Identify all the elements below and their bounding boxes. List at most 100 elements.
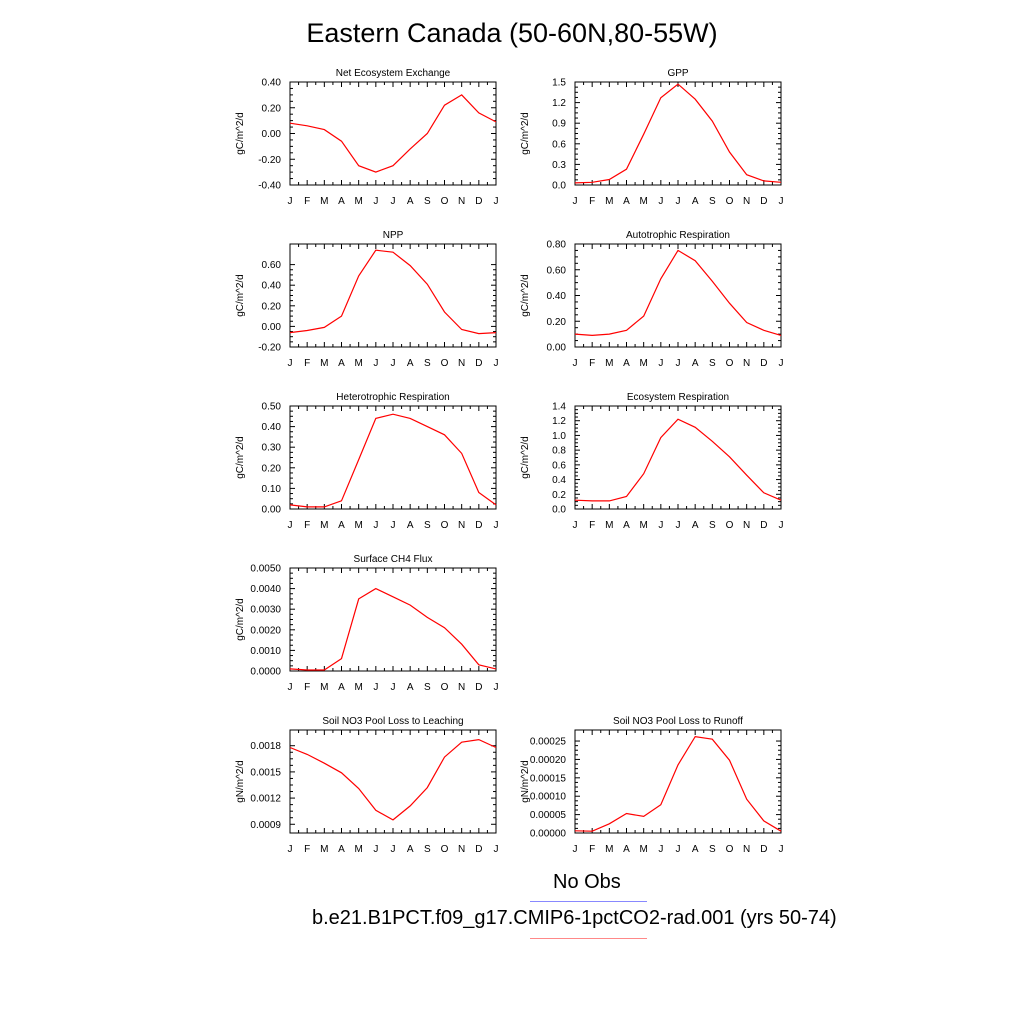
x-tick-label: A	[623, 520, 630, 531]
y-tick-label: 0.40	[262, 78, 282, 89]
y-tick-label: 0.50	[262, 402, 282, 413]
x-tick-label: M	[354, 358, 362, 369]
x-tick-label: M	[354, 520, 362, 531]
x-tick-label: J	[373, 682, 378, 693]
x-tick-label: F	[304, 196, 310, 207]
x-tick-label: S	[424, 844, 431, 855]
x-tick-label: M	[639, 196, 647, 207]
x-tick-label: N	[458, 844, 465, 855]
x-tick-label: S	[709, 520, 716, 531]
x-tick-label: A	[407, 358, 414, 369]
x-tick-label: J	[676, 844, 681, 855]
x-tick-label: M	[320, 196, 328, 207]
x-tick-label: J	[676, 520, 681, 531]
y-tick-label: 0.0015	[250, 767, 281, 778]
y-axis-label: gC/m^2/d	[235, 112, 246, 155]
y-tick-label: 0.00000	[530, 829, 567, 840]
y-axis-label: gC/m^2/d	[520, 436, 531, 479]
x-tick-label: J	[288, 520, 293, 531]
y-tick-label: 1.0	[552, 431, 566, 442]
y-tick-label: 0.2	[552, 490, 566, 501]
x-tick-label: J	[779, 844, 784, 855]
x-tick-label: O	[726, 844, 734, 855]
x-tick-label: O	[441, 844, 449, 855]
legend-line-model	[530, 938, 647, 939]
x-tick-label: J	[573, 520, 578, 531]
x-tick-label: M	[605, 358, 613, 369]
series-line	[574, 249, 782, 337]
x-tick-label: N	[458, 358, 465, 369]
plot-frame	[574, 81, 782, 186]
x-tick-label: J	[494, 682, 499, 693]
x-tick-label: S	[709, 358, 716, 369]
x-tick-label: M	[320, 520, 328, 531]
panel-title: Net Ecosystem Exchange	[336, 68, 451, 79]
panel-title: Soil NO3 Pool Loss to Runoff	[613, 716, 743, 727]
y-tick-label: 0.0	[552, 505, 566, 516]
y-tick-label: 0.0020	[250, 625, 281, 636]
y-tick-label: -0.20	[258, 155, 281, 166]
x-tick-label: F	[589, 844, 595, 855]
x-tick-label: M	[639, 358, 647, 369]
x-tick-label: J	[676, 196, 681, 207]
y-tick-label: 0.0	[552, 181, 566, 192]
series-line	[574, 418, 782, 502]
y-axis-label: gC/m^2/d	[235, 274, 246, 317]
x-tick-label: J	[391, 196, 396, 207]
y-tick-label: 0.00	[262, 129, 282, 140]
x-tick-label: J	[494, 844, 499, 855]
x-tick-label: J	[391, 520, 396, 531]
x-tick-label: O	[441, 682, 449, 693]
x-tick-label: M	[605, 196, 613, 207]
x-tick-label: O	[441, 358, 449, 369]
y-tick-label: 0.4	[552, 475, 566, 486]
x-tick-label: F	[304, 682, 310, 693]
x-tick-label: A	[407, 196, 414, 207]
x-tick-label: J	[288, 358, 293, 369]
y-tick-label: 0.0009	[250, 820, 281, 831]
x-tick-label: J	[573, 196, 578, 207]
y-tick-label: 0.00025	[530, 737, 567, 748]
x-tick-label: M	[320, 682, 328, 693]
x-tick-label: D	[760, 844, 767, 855]
x-tick-label: A	[692, 844, 699, 855]
x-tick-label: O	[726, 358, 734, 369]
panel-title: Surface CH4 Flux	[354, 554, 433, 565]
y-tick-label: 0.0018	[250, 741, 281, 752]
x-tick-label: J	[494, 520, 499, 531]
x-tick-label: A	[692, 520, 699, 531]
panel-title: GPP	[667, 68, 688, 79]
y-tick-label: 0.00020	[530, 755, 567, 766]
y-tick-label: 0.60	[262, 260, 282, 271]
x-tick-label: A	[338, 682, 345, 693]
x-tick-label: J	[391, 682, 396, 693]
y-tick-label: 0.00	[262, 322, 282, 333]
series-line	[289, 413, 497, 508]
series-line	[574, 83, 782, 184]
series-line	[289, 94, 497, 173]
x-tick-label: A	[338, 844, 345, 855]
x-tick-label: M	[320, 358, 328, 369]
x-tick-label: J	[373, 520, 378, 531]
x-tick-label: J	[779, 358, 784, 369]
legend-label-obs: No Obs	[553, 871, 621, 893]
x-tick-label: N	[743, 358, 750, 369]
y-tick-label: 0.00005	[530, 810, 567, 821]
x-tick-label: O	[726, 520, 734, 531]
x-tick-label: A	[407, 682, 414, 693]
x-tick-label: J	[573, 358, 578, 369]
plot-frame	[574, 729, 782, 834]
legend-label-model: b.e21.B1PCT.f09_g17.CMIP6-1pctCO2-rad.00…	[312, 907, 837, 929]
x-tick-label: M	[354, 682, 362, 693]
x-tick-label: S	[709, 844, 716, 855]
y-tick-label: 0.0010	[250, 646, 281, 657]
x-tick-label: J	[779, 196, 784, 207]
series-line	[289, 587, 497, 671]
x-tick-label: D	[760, 196, 767, 207]
x-tick-label: S	[424, 196, 431, 207]
x-tick-label: J	[288, 196, 293, 207]
x-tick-label: N	[458, 682, 465, 693]
y-axis-label: gC/m^2/d	[235, 436, 246, 479]
